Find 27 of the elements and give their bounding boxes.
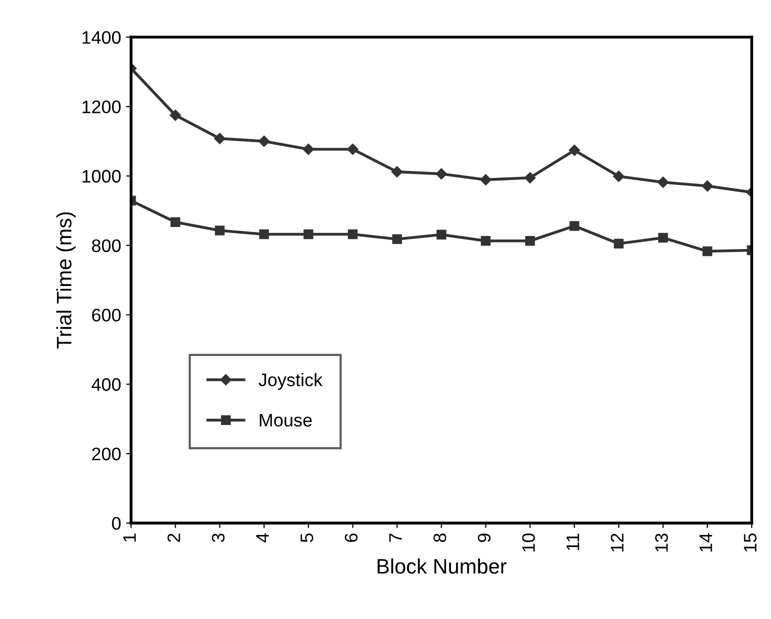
y-axis-title: Trial Time (ms) <box>56 212 76 349</box>
y-tick-label: 0 <box>112 516 121 530</box>
legend-label: Joystick <box>258 373 323 390</box>
legend-label: Mouse <box>260 414 312 427</box>
y-tick-label: 1200 <box>82 100 121 114</box>
x-tick-label: 3 <box>212 534 225 542</box>
x-tick-label: 7 <box>389 534 402 542</box>
x-tick-label: 5 <box>300 534 314 542</box>
x-tick-label: 4 <box>256 533 269 542</box>
y-tick-label: 1400 <box>82 31 121 44</box>
y-tick-label: 400 <box>92 378 121 391</box>
x-tick-label: 1 <box>123 534 136 542</box>
x-tick-label: 15 <box>744 534 757 552</box>
x-tick-label: 11 <box>566 534 580 550</box>
x-tick-label: 13 <box>655 534 668 552</box>
x-tick-label: 9 <box>478 534 491 542</box>
x-tick-label: 8 <box>433 534 446 542</box>
y-tick-label: 200 <box>92 448 121 460</box>
y-tick-label: 600 <box>92 308 121 322</box>
x-tick-label: 14 <box>700 533 712 552</box>
x-axis-title: Block Number <box>378 558 506 574</box>
x-tick-label: 10 <box>522 533 535 552</box>
x-tick-label: 12 <box>610 534 624 552</box>
y-tick-label: 800 <box>92 239 121 252</box>
y-tick-label: 1000 <box>82 170 121 183</box>
x-tick-label: 2 <box>167 534 180 542</box>
x-tick-label: 6 <box>344 534 358 542</box>
